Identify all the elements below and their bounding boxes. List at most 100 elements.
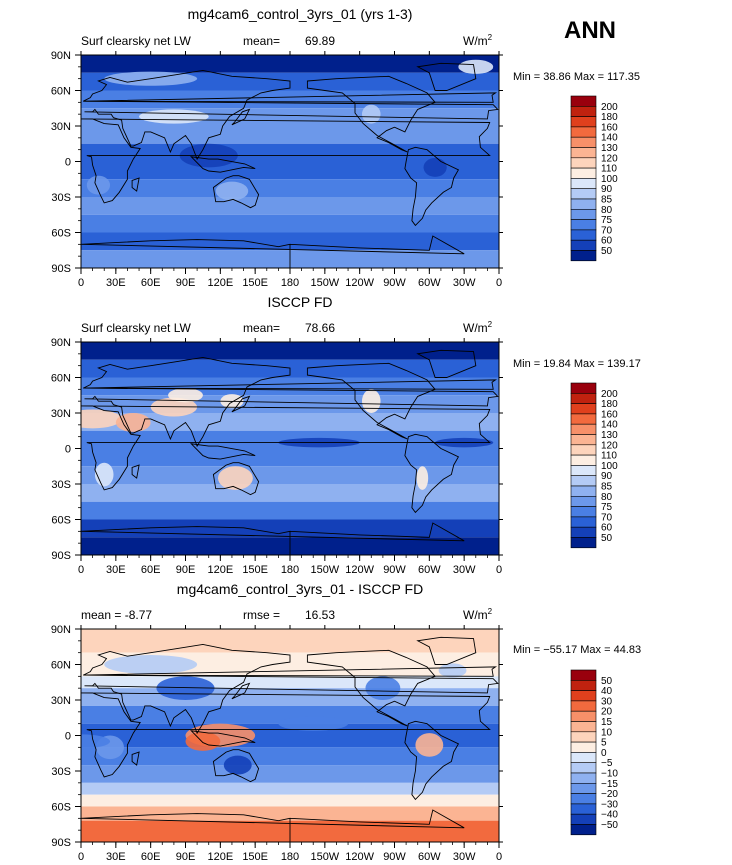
x-tick-label: 30E [106, 564, 126, 576]
colorbar-label: −30 [601, 799, 618, 810]
colorbar-box [570, 116, 597, 128]
y-tick-label: 30S [51, 479, 71, 491]
panel-variable-label: mean = -8.77 [81, 608, 152, 622]
x-tick-label: 60W [418, 277, 441, 289]
field-band [81, 214, 499, 233]
coastline [81, 235, 465, 268]
y-tick-label: 60N [51, 86, 71, 98]
colorbar-box [570, 198, 597, 210]
coastline [83, 643, 499, 735]
field-feature [115, 413, 151, 432]
field-band [81, 688, 499, 706]
field-feature [458, 59, 494, 74]
colorbar-box [570, 731, 597, 743]
colorbar-box [570, 679, 597, 691]
x-tick-label: 60E [141, 277, 161, 289]
coastline [404, 720, 460, 801]
x-tick-label: 0 [78, 851, 84, 863]
coastline [83, 92, 498, 103]
colorbar-box [570, 485, 597, 497]
x-tick-label: 90E [176, 277, 196, 289]
colorbar-label: 80 [601, 492, 613, 503]
field-band [81, 794, 499, 807]
coastline [404, 146, 460, 227]
colorbar-label: −20 [601, 789, 618, 800]
field-feature [415, 733, 444, 757]
colorbar-label: 120 [601, 153, 618, 164]
x-tick-label: 120E [207, 851, 233, 863]
colorbar-box [570, 413, 597, 425]
colorbar-label: −15 [601, 779, 618, 790]
field-feature [215, 181, 249, 201]
y-tick-label: 30N [51, 408, 71, 420]
colorbar-box [570, 782, 597, 794]
colorbar-box [570, 209, 597, 220]
colorbar-box [570, 710, 597, 722]
field-feature [94, 462, 114, 487]
colorbar-label: 50 [601, 533, 613, 544]
x-tick-label: 150E [242, 277, 268, 289]
y-tick-label: 90S [51, 837, 71, 849]
colorbar-label: 85 [601, 195, 613, 206]
coastline [81, 522, 465, 555]
coastline [131, 177, 140, 192]
colorbar-box [570, 147, 597, 159]
x-tick-label: 90W [383, 851, 406, 863]
field-band [81, 676, 499, 689]
colorbar-box [570, 741, 597, 753]
colorbar-box [570, 762, 597, 774]
y-tick-label: 90S [51, 550, 71, 562]
colorbar-label: 70 [601, 225, 613, 236]
field-feature [104, 655, 198, 674]
colorbar-box [570, 178, 597, 189]
colorbar-label: 0 [601, 748, 607, 759]
colorbar-box [570, 219, 597, 231]
map-field [81, 629, 499, 842]
field-band [81, 126, 499, 144]
colorbar-label: 60 [601, 236, 613, 247]
coastline [212, 175, 260, 209]
colorbar-box [570, 444, 597, 456]
y-tick-label: 0 [65, 157, 71, 169]
colorbar-box [570, 690, 597, 702]
colorbar-label: 75 [601, 215, 613, 226]
panel-minmax: Min = 19.84 Max = 139.17 [513, 358, 641, 370]
colorbar-box [570, 454, 597, 466]
field-feature [223, 755, 252, 775]
colorbar-box [570, 157, 597, 169]
colorbar-label: 100 [601, 174, 618, 185]
map-field [81, 342, 499, 555]
colorbar-box [570, 537, 597, 549]
y-tick-label: 60S [51, 228, 71, 240]
colorbar-label: 110 [601, 451, 617, 462]
colorbar-label: 130 [601, 143, 618, 154]
colorbar-label: 110 [601, 164, 617, 175]
field-band [81, 55, 499, 73]
coastline [416, 349, 477, 378]
colorbar-label: 85 [601, 482, 613, 493]
x-tick-label: 0 [496, 851, 502, 863]
coastline [190, 443, 256, 460]
panel-2: ISCCP FD Surf clearsky net LW mean= 78.66 W/… [51, 294, 641, 576]
colorbar-label: 80 [601, 205, 613, 216]
coastline [83, 69, 499, 161]
coastline [190, 730, 256, 747]
colorbar-label: 15 [601, 717, 613, 728]
colorbar-box [570, 516, 597, 528]
y-tick-label: 90N [51, 50, 71, 62]
colorbar-box [570, 382, 597, 394]
panel-1: mg4cam6_control_3yrs_01 (yrs 1-3) Surf cl… [51, 6, 640, 289]
field-feature [185, 731, 221, 751]
panel-variable-label: Surf clearsky net LW [81, 34, 191, 48]
field-band [81, 197, 499, 215]
colorbar-box [570, 495, 597, 507]
field-band [81, 765, 499, 783]
x-tick-label: 0 [496, 277, 502, 289]
x-tick-label: 150W [310, 277, 339, 289]
field-band [81, 519, 499, 538]
coastline [81, 405, 491, 491]
panel-title: mg4cam6_control_3yrs_01 - ISCCP FD [177, 581, 423, 597]
colorbar-label: 70 [601, 512, 613, 523]
y-tick-label: 30S [51, 766, 71, 778]
